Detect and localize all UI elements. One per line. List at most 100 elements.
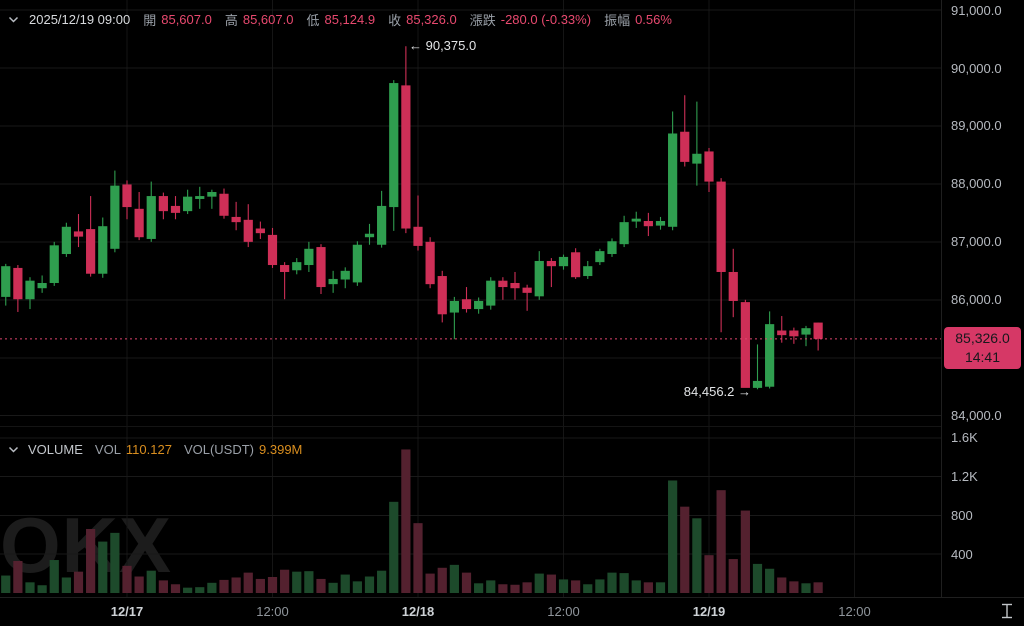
volume-bar[interactable] xyxy=(461,572,472,593)
volume-bar[interactable] xyxy=(534,573,544,593)
candle-body[interactable] xyxy=(631,218,641,222)
volume-bar[interactable] xyxy=(61,577,71,593)
candle-body[interactable] xyxy=(146,196,156,239)
volume-bar[interactable] xyxy=(413,523,423,593)
candle-body[interactable] xyxy=(461,299,472,310)
candle-body[interactable] xyxy=(740,302,750,388)
candle-body[interactable] xyxy=(668,133,678,227)
candle-body[interactable] xyxy=(692,153,702,164)
volume-bar[interactable] xyxy=(25,582,35,593)
volume-bar[interactable] xyxy=(328,582,338,593)
volume-bar[interactable] xyxy=(498,584,508,593)
candle-body[interactable] xyxy=(571,252,581,278)
candle-body[interactable] xyxy=(134,208,144,238)
candle-body[interactable] xyxy=(801,328,811,335)
volume-bar[interactable] xyxy=(98,541,108,593)
candle-body[interactable] xyxy=(183,196,193,212)
volume-bar[interactable] xyxy=(304,571,314,593)
candle-body[interactable] xyxy=(292,262,302,271)
volume-bar[interactable] xyxy=(255,578,265,593)
candle-body[interactable] xyxy=(304,248,314,266)
candle-body[interactable] xyxy=(680,131,690,162)
candle-body[interactable] xyxy=(280,265,290,272)
candle-body[interactable] xyxy=(1,266,11,297)
volume-bar[interactable] xyxy=(389,501,399,593)
candle-body[interactable] xyxy=(207,192,217,197)
volume-bar[interactable] xyxy=(777,577,787,593)
candle-body[interactable] xyxy=(377,205,387,245)
volume-bar[interactable] xyxy=(243,572,253,593)
candle-body[interactable] xyxy=(73,231,84,237)
candle-body[interactable] xyxy=(110,185,120,249)
candle-body[interactable] xyxy=(765,324,775,387)
candle-body[interactable] xyxy=(364,233,375,238)
candle-body[interactable] xyxy=(316,247,326,288)
candle-body[interactable] xyxy=(61,226,71,255)
volume-bar[interactable] xyxy=(619,573,629,593)
candle-body[interactable] xyxy=(728,271,738,301)
candle-body[interactable] xyxy=(267,234,278,266)
volume-bar[interactable] xyxy=(340,574,350,593)
volume-bar[interactable] xyxy=(607,572,617,593)
candle-body[interactable] xyxy=(534,260,544,297)
volume-bar[interactable] xyxy=(595,579,605,593)
volume-bar[interactable] xyxy=(1,575,11,593)
candle-body[interactable] xyxy=(37,282,47,289)
candle-body[interactable] xyxy=(98,226,108,274)
candle-body[interactable] xyxy=(655,220,666,226)
volume-bar[interactable] xyxy=(813,582,823,593)
candle-body[interactable] xyxy=(449,300,459,313)
candle-body[interactable] xyxy=(813,322,823,339)
volume-bar[interactable] xyxy=(73,571,84,593)
volume-bar[interactable] xyxy=(680,506,690,593)
volume-bar[interactable] xyxy=(364,576,375,593)
volume-bar[interactable] xyxy=(13,560,23,593)
candle-body[interactable] xyxy=(170,205,181,213)
candle-body[interactable] xyxy=(158,196,168,212)
candle-body[interactable] xyxy=(619,222,629,245)
candle-body[interactable] xyxy=(474,300,484,310)
volume-bar[interactable] xyxy=(668,480,678,593)
candle-body[interactable] xyxy=(777,330,787,336)
volume-bar[interactable] xyxy=(801,583,811,593)
volume-bar[interactable] xyxy=(110,532,120,593)
volume-bar[interactable] xyxy=(316,578,326,593)
volume-bar[interactable] xyxy=(728,559,738,593)
volume-bar[interactable] xyxy=(474,583,484,593)
volume-bar[interactable] xyxy=(219,579,229,593)
volume-bar[interactable] xyxy=(704,555,714,593)
candle-body[interactable] xyxy=(546,260,556,267)
volume-bar[interactable] xyxy=(437,567,447,593)
volume-bar[interactable] xyxy=(86,528,96,593)
volume-bar[interactable] xyxy=(449,564,459,593)
candle-body[interactable] xyxy=(752,380,763,388)
chevron-down-icon[interactable] xyxy=(8,16,19,23)
volume-bar[interactable] xyxy=(122,565,132,593)
volume-bar[interactable] xyxy=(740,510,750,593)
candle-body[interactable] xyxy=(49,245,59,283)
candle-body[interactable] xyxy=(13,267,23,300)
volume-bar[interactable] xyxy=(546,574,556,593)
candle-body[interactable] xyxy=(122,184,132,208)
volume-bar[interactable] xyxy=(583,584,593,593)
candle-body[interactable] xyxy=(401,85,411,229)
volume-bar[interactable] xyxy=(510,584,520,593)
volume-bar[interactable] xyxy=(571,580,581,593)
candle-body[interactable] xyxy=(352,244,362,283)
volume-bar[interactable] xyxy=(752,563,763,593)
price-scale-icon[interactable] xyxy=(998,601,1016,626)
volume-bar[interactable] xyxy=(401,449,411,593)
candle-body[interactable] xyxy=(704,151,714,182)
volume-bar[interactable] xyxy=(522,582,532,593)
volume-bar[interactable] xyxy=(195,587,205,593)
candle-body[interactable] xyxy=(789,330,799,337)
candle-body[interactable] xyxy=(219,193,229,216)
candle-body[interactable] xyxy=(510,282,520,289)
volume-bar[interactable] xyxy=(716,490,726,593)
candle-body[interactable] xyxy=(340,270,350,280)
volume-bar[interactable] xyxy=(146,570,156,593)
volume-bar[interactable] xyxy=(631,580,641,593)
candle-body[interactable] xyxy=(583,266,593,277)
candle-body[interactable] xyxy=(425,241,435,285)
candle-body[interactable] xyxy=(413,226,423,246)
